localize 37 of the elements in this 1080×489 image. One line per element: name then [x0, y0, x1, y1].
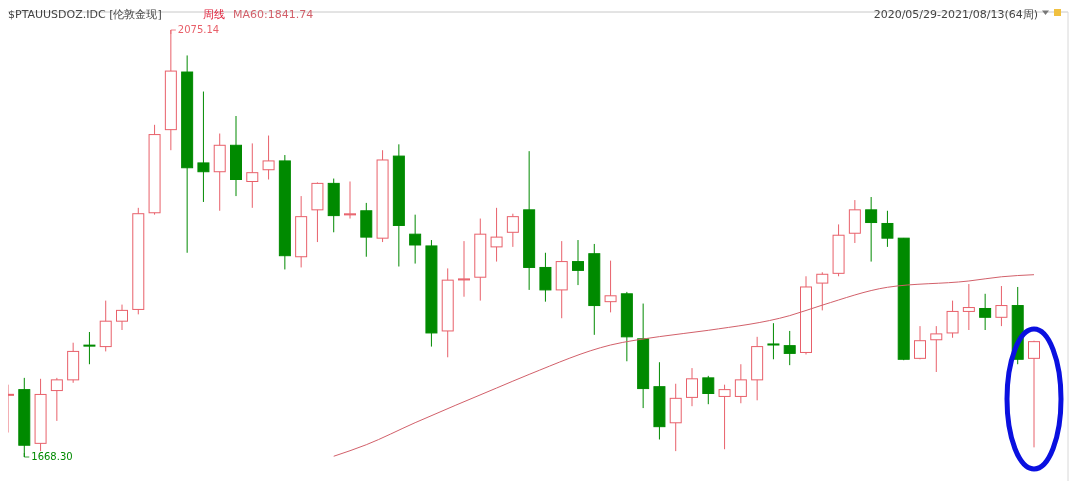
candlestick — [946, 300, 959, 339]
candlestick — [848, 199, 861, 244]
candlestick — [506, 213, 519, 248]
candlestick — [816, 271, 829, 311]
candlestick — [344, 180, 356, 220]
candlestick — [914, 325, 926, 360]
candlestick — [979, 293, 992, 331]
text: MA60:1841.74 — [233, 8, 314, 21]
annotation: 1668.30 — [31, 451, 73, 462]
candlestick — [881, 210, 894, 248]
candlestick — [930, 325, 943, 373]
candlestick — [197, 91, 210, 203]
candlestick — [1028, 340, 1040, 448]
candlestick — [686, 367, 698, 407]
candlestick — [783, 330, 796, 366]
candlestick — [83, 331, 96, 365]
candlestick — [767, 322, 780, 360]
chart-subtitle: 周线 — [203, 8, 225, 21]
text: 2020/05/29-2021/08/13(64周) — [873, 8, 1038, 21]
candlestick — [865, 196, 878, 263]
candlestick — [718, 384, 731, 450]
candlestick — [604, 260, 617, 313]
candlestick — [572, 239, 584, 286]
candlestick — [539, 252, 552, 303]
candlestick — [262, 135, 275, 180]
candlestick — [702, 375, 715, 405]
candlestick — [458, 240, 470, 298]
candlestick — [734, 363, 747, 404]
candlestick — [246, 142, 259, 209]
candlestick — [490, 207, 503, 263]
candlestick — [962, 283, 975, 331]
annotation: 2075.14 — [177, 24, 220, 35]
candlestick — [409, 214, 422, 265]
candlestick — [116, 304, 128, 331]
candlestick — [50, 377, 63, 422]
chart-title: $PTAUUSDOZ.IDC [伦敦金现] — [8, 8, 162, 21]
candlestick — [995, 285, 1008, 327]
